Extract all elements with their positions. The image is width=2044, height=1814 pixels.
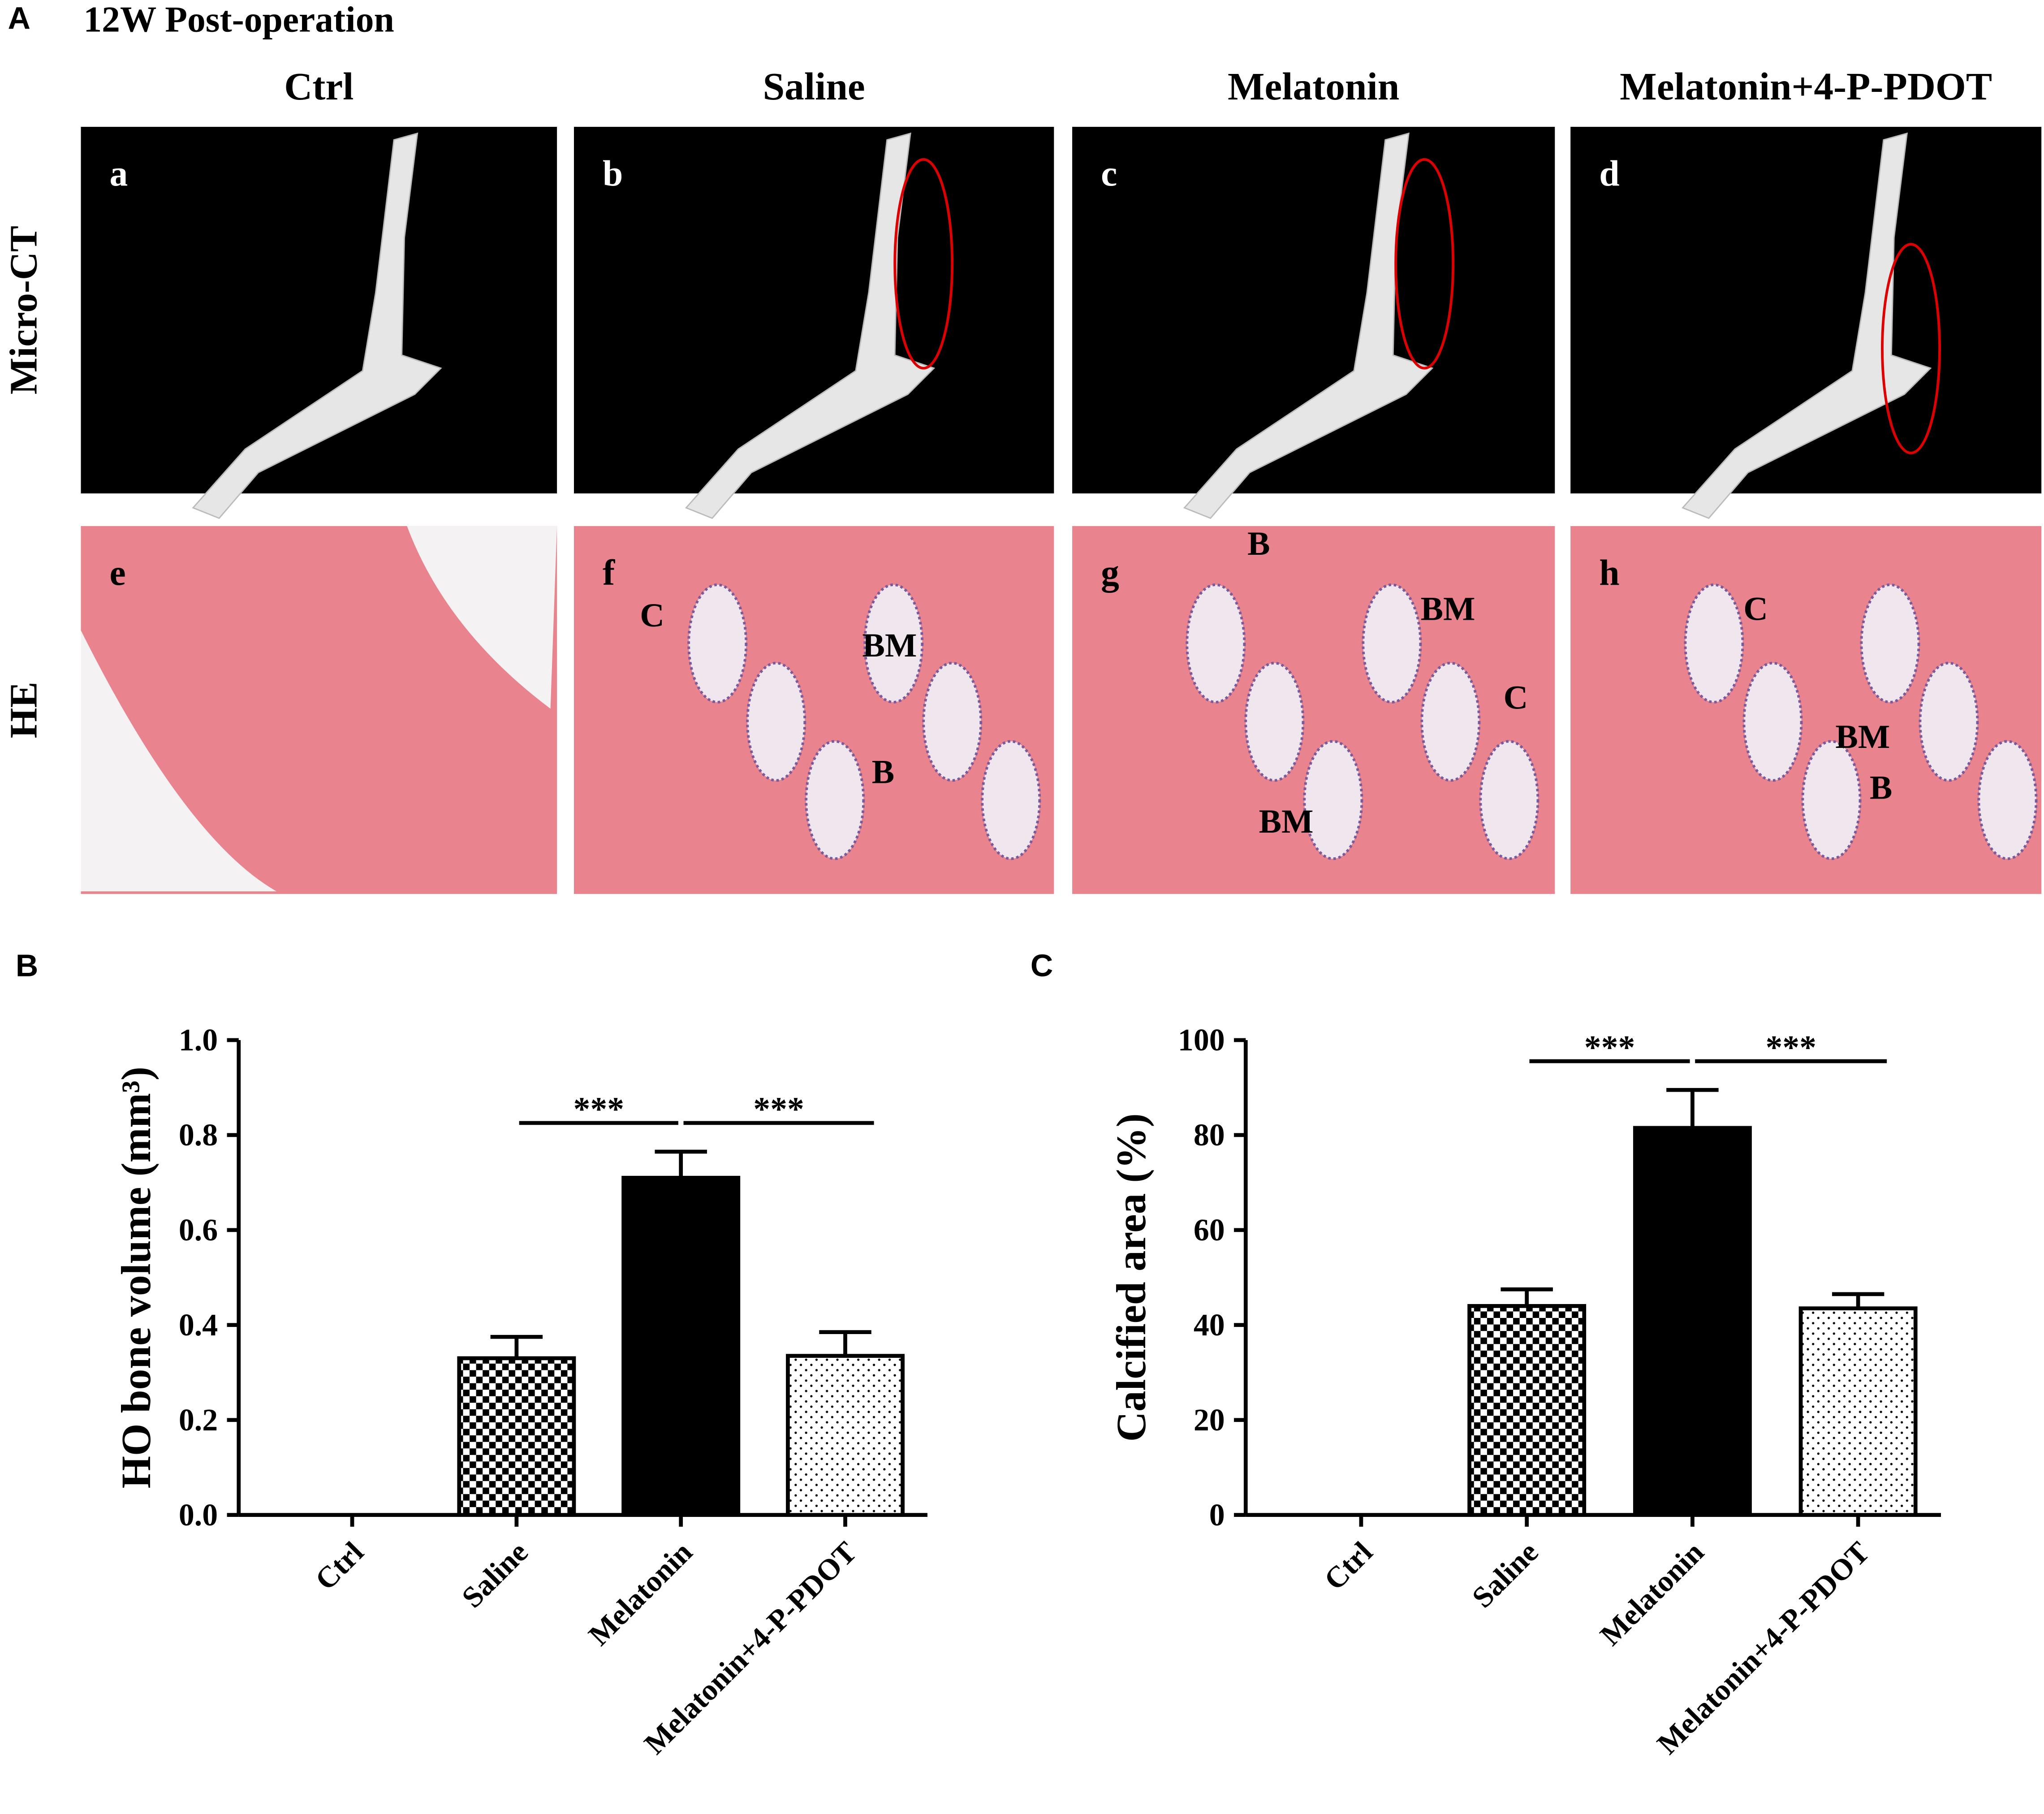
panel-letter: f — [603, 552, 615, 593]
y-tick-label: 0.4 — [179, 1308, 218, 1343]
panel-letter: B — [16, 948, 38, 983]
tissue-label: C — [640, 597, 664, 634]
bar — [1798, 1306, 1918, 1517]
tissue-label: B — [872, 753, 894, 790]
panel-letter: a — [110, 153, 128, 194]
marrow-region — [1801, 740, 1862, 860]
bone-render — [1682, 132, 1932, 519]
x-tick-label: Saline — [1466, 1535, 1544, 1614]
tissue-label: C — [1504, 679, 1528, 716]
panel-letter: A — [8, 1, 30, 36]
panel-letter: d — [1599, 153, 1619, 194]
highlight-circle — [1881, 243, 1941, 454]
significance-label: *** — [574, 1091, 625, 1128]
x-tick-label: Saline — [456, 1535, 535, 1614]
tissue-label: C — [1743, 591, 1768, 628]
y-tick-label: 0.0 — [179, 1498, 218, 1533]
significance-label: *** — [753, 1091, 804, 1128]
y-tick-label: 0.8 — [179, 1118, 218, 1153]
tissue-label: BM — [1259, 803, 1314, 840]
panel-letter: h — [1599, 552, 1619, 593]
bone-render — [685, 132, 936, 519]
panel-letter: C — [1031, 948, 1053, 983]
marrow-region — [1303, 740, 1363, 860]
marrow-region — [981, 740, 1041, 860]
marrow-region — [687, 583, 748, 704]
y-tick-label: 0.2 — [179, 1403, 218, 1438]
marrow-region — [1742, 661, 1803, 782]
y-tick-label: 1.0 — [179, 1023, 218, 1058]
bone-render — [192, 132, 442, 519]
y-tick-label: 80 — [1194, 1118, 1225, 1153]
y-axis-label: Calcified area (%) — [1108, 1113, 1155, 1442]
tissue-label: BM — [1421, 591, 1475, 628]
highlight-circle — [893, 158, 954, 370]
panel-letter: c — [1101, 153, 1117, 194]
marrow-region — [863, 583, 924, 704]
marrow-region — [1919, 661, 1979, 782]
x-tick-label: Melatonin — [582, 1535, 699, 1652]
row-label: Micro-CT — [2, 226, 45, 395]
tissue-label: B — [1247, 525, 1270, 562]
panel-letter: b — [603, 153, 623, 194]
tissue-label: BM — [1835, 718, 1890, 756]
x-tick-label: Ctrl — [1318, 1535, 1379, 1596]
x-tick-label: Melatonin — [1594, 1535, 1710, 1652]
tissue-edge — [81, 526, 557, 892]
y-axis-label: HO bone volume (mm³) — [113, 1067, 160, 1488]
marrow-region — [1362, 583, 1422, 704]
tissue-label: BM — [862, 627, 917, 664]
y-tick-label: 20 — [1194, 1403, 1225, 1438]
panel-letter: e — [110, 552, 126, 593]
marrow-region — [1244, 661, 1305, 782]
significance-label: *** — [1765, 1029, 1816, 1066]
marrow-region — [1479, 740, 1539, 860]
marrow-region — [746, 661, 806, 782]
y-tick-label: 0 — [1209, 1498, 1225, 1533]
bar — [457, 1356, 576, 1517]
row-label: HE — [2, 682, 45, 738]
bar — [1633, 1126, 1752, 1517]
y-tick-label: 100 — [1178, 1023, 1225, 1058]
marrow-region — [1186, 583, 1246, 704]
marrow-region — [1860, 583, 1920, 704]
tissue-label: B — [1870, 769, 1892, 806]
panel-letter: g — [1101, 552, 1119, 593]
significance-label: *** — [1584, 1029, 1635, 1066]
marrow-region — [1684, 583, 1744, 704]
bar — [786, 1354, 905, 1517]
marrow-region — [922, 661, 983, 782]
y-tick-label: 60 — [1194, 1213, 1225, 1248]
column-label: Melatonin+4-P-PDOT — [1620, 65, 1992, 108]
marrow-region — [805, 740, 865, 860]
y-tick-label: 0.6 — [179, 1213, 218, 1248]
column-label: Saline — [763, 65, 865, 108]
marrow-region — [1420, 661, 1481, 782]
x-tick-label: Ctrl — [309, 1535, 370, 1596]
y-tick-label: 40 — [1194, 1308, 1225, 1343]
figure-title: 12W Post-operation — [83, 0, 394, 40]
marrow-region — [1977, 740, 2038, 860]
highlight-circle — [1394, 158, 1455, 370]
bar — [621, 1175, 741, 1517]
bar — [1467, 1304, 1587, 1517]
column-label: Ctrl — [284, 65, 354, 108]
column-label: Melatonin — [1228, 65, 1399, 108]
